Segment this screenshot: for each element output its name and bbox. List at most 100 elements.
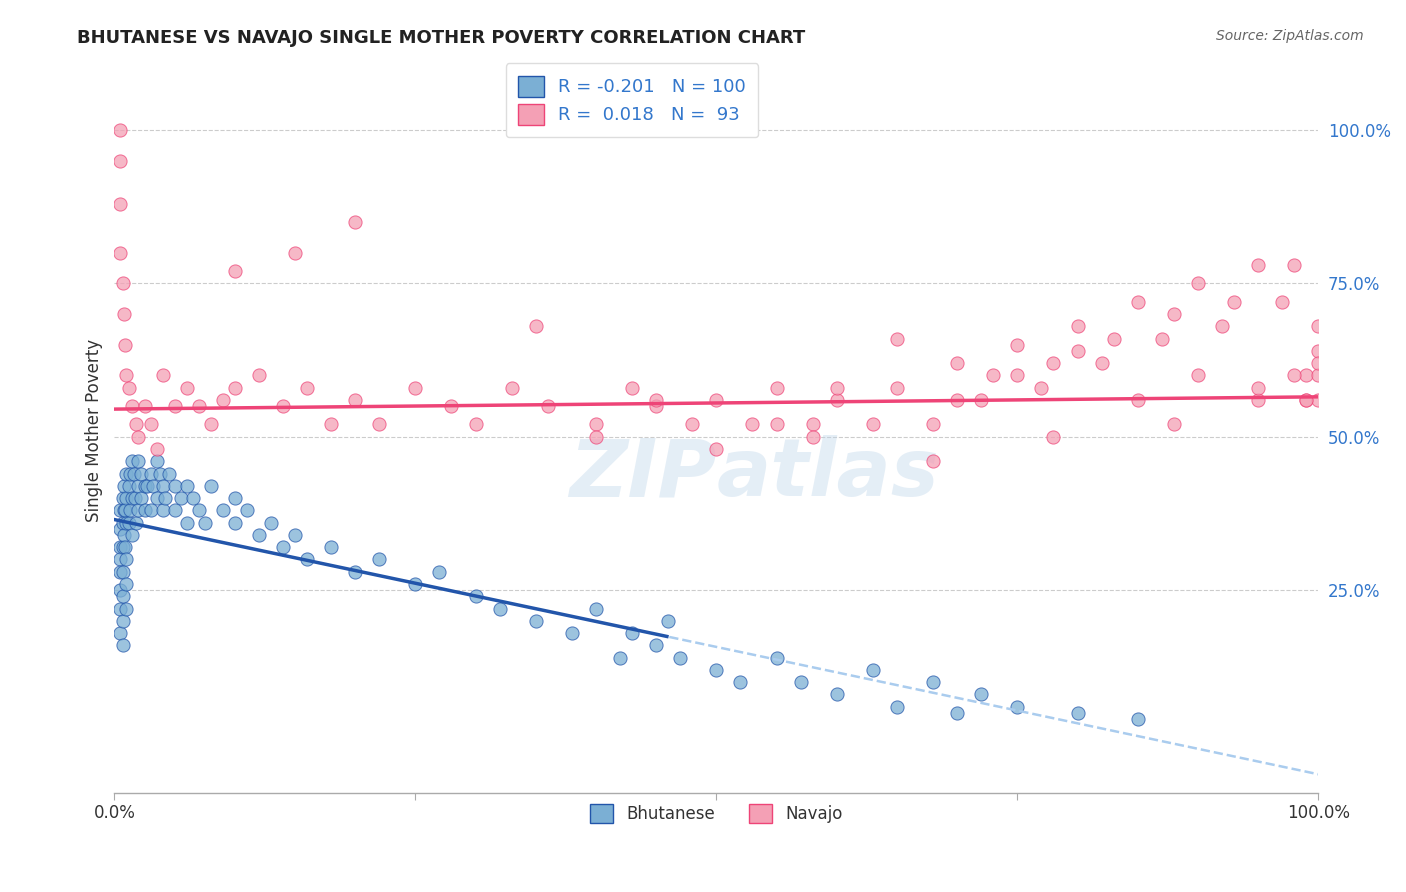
Point (115, 516, 138, 530)
Point (111, 540, 134, 554)
Point (429, 565, 451, 579)
Point (621, 381, 644, 395)
Point (1007, 337, 1029, 351)
Point (187, 399, 209, 413)
Point (110, 245, 132, 260)
Point (124, 491, 146, 505)
Point (1247, 381, 1270, 395)
Point (1211, 319, 1233, 334)
Point (152, 368, 174, 383)
Point (152, 503, 174, 517)
Point (194, 516, 217, 530)
Point (284, 245, 307, 260)
Point (224, 516, 246, 530)
Point (1042, 430, 1064, 444)
Point (1282, 368, 1305, 383)
Point (1308, 319, 1330, 334)
Point (886, 699, 908, 714)
Point (224, 264, 246, 278)
Point (111, 565, 134, 579)
Point (1163, 417, 1185, 432)
Y-axis label: Single Mother Poverty: Single Mother Poverty (86, 339, 103, 522)
Point (118, 479, 141, 493)
Point (319, 540, 342, 554)
Point (236, 503, 259, 517)
Point (1187, 277, 1209, 291)
Point (765, 381, 787, 395)
Point (741, 417, 763, 432)
Point (862, 663, 884, 677)
Point (224, 381, 246, 395)
Point (110, 601, 132, 615)
Point (129, 467, 152, 481)
Point (645, 392, 668, 407)
Point (344, 215, 367, 229)
Point (284, 528, 307, 542)
Point (344, 565, 367, 579)
Point (946, 392, 969, 407)
Point (114, 503, 136, 517)
Point (145, 454, 167, 468)
Point (585, 430, 607, 444)
Text: BHUTANESE VS NAVAJO SINGLE MOTHER POVERTY CORRELATION CHART: BHUTANESE VS NAVAJO SINGLE MOTHER POVERT… (77, 29, 806, 46)
Point (181, 491, 204, 505)
Point (200, 479, 222, 493)
Point (134, 479, 156, 493)
Point (145, 491, 167, 505)
Point (1007, 699, 1029, 714)
Point (1007, 368, 1029, 383)
Point (524, 319, 547, 334)
Point (801, 417, 824, 432)
Point (524, 614, 547, 628)
Point (1163, 307, 1185, 321)
Point (271, 540, 294, 554)
Point (645, 399, 668, 413)
Point (110, 626, 132, 640)
Point (704, 663, 727, 677)
Point (657, 614, 679, 628)
Point (118, 516, 141, 530)
Point (127, 430, 149, 444)
Point (125, 516, 148, 530)
Point (115, 491, 138, 505)
Point (1282, 258, 1305, 272)
Point (1126, 712, 1149, 726)
Point (730, 675, 752, 690)
Point (704, 392, 727, 407)
Point (121, 491, 143, 505)
Point (110, 552, 132, 566)
Point (135, 479, 157, 493)
Point (122, 467, 145, 481)
Point (946, 706, 969, 720)
Point (176, 516, 198, 530)
Point (121, 528, 143, 542)
Point (1066, 319, 1088, 334)
Point (1308, 356, 1330, 370)
Point (187, 503, 209, 517)
Point (295, 552, 318, 566)
Point (1090, 356, 1112, 370)
Point (200, 417, 222, 432)
Point (112, 479, 135, 493)
Point (153, 491, 176, 505)
Point (1295, 392, 1317, 407)
Point (149, 467, 172, 481)
Point (247, 368, 270, 383)
Point (1247, 392, 1270, 407)
Point (112, 503, 135, 517)
Point (488, 601, 510, 615)
Point (110, 565, 132, 579)
Point (886, 332, 908, 346)
Point (922, 417, 945, 432)
Point (139, 503, 162, 517)
Point (704, 442, 727, 456)
Point (134, 399, 156, 413)
Point (127, 503, 149, 517)
Point (585, 417, 607, 432)
Point (111, 277, 134, 291)
Point (224, 491, 246, 505)
Point (1066, 706, 1088, 720)
Point (1126, 392, 1149, 407)
Point (1223, 294, 1246, 309)
Point (368, 552, 391, 566)
